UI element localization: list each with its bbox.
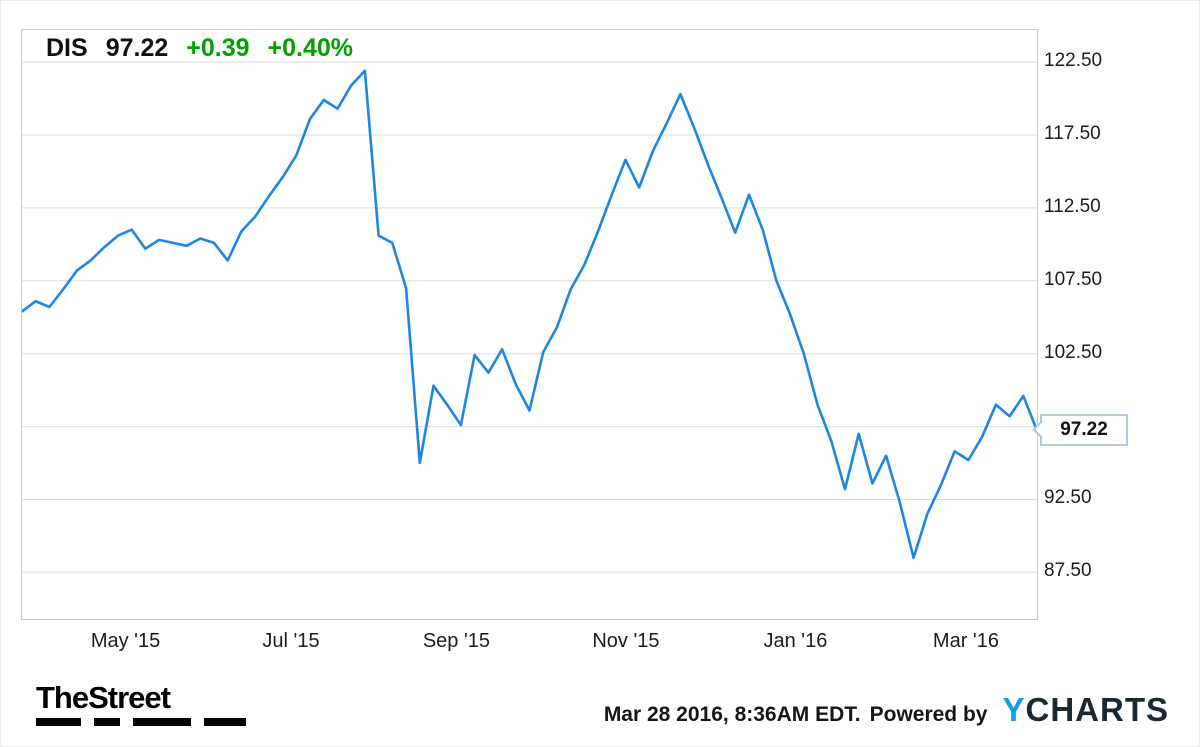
y-axis-label: 92.50 [1044,487,1092,509]
x-axis-label: Jan '16 [763,630,828,652]
y-axis-label: 102.50 [1044,341,1103,363]
logo-bar [36,718,81,726]
thestreet-logo: TheStreet [36,680,266,726]
current-price-callout-value: 97.22 [1060,418,1108,440]
chart-footer: TheStreet Mar 28 2016, 8:36AM EDT. Power… [1,673,1199,746]
ycharts-logo-y: Y [1002,691,1026,728]
price-change-percent: +0.40% [267,34,354,62]
chart-legend: DIS 97.22 +0.39 +0.40% [46,34,353,63]
logo-bar [204,718,246,726]
y-axis-label: 112.50 [1044,195,1101,217]
price-chart-svg [22,61,1037,573]
x-axis-label: Mar '16 [932,630,999,652]
timestamp: Mar 28 2016, 8:36AM EDT. [603,703,861,726]
ticker-symbol: DIS [46,34,88,62]
thestreet-logo-text: TheStreet [36,680,171,715]
y-axis-label: 87.50 [1044,560,1092,582]
x-axis-label: May '15 [90,630,161,652]
y-axis-label: 107.50 [1044,268,1103,290]
x-axis-label: Jul '15 [262,630,320,652]
footer-attribution: Mar 28 2016, 8:36AM EDT. Powered by YCHA… [604,691,1169,729]
current-price-callout: 97.22 [1040,413,1128,446]
ycharts-logo-charts: CHARTS [1025,691,1169,728]
price-line [22,69,1037,560]
last-price: 97.22 [105,34,169,62]
y-axis-label: 122.50 [1044,50,1103,72]
chart-plot-area: DIS 97.22 +0.39 +0.40% [21,29,1038,620]
x-axis-label: Sep '15 [422,630,491,652]
logo-bar [94,718,120,726]
logo-bar [133,718,191,726]
y-axis-label: 117.50 [1044,122,1101,144]
thestreet-logo-bars [36,718,266,726]
x-axis-label: Nov '15 [592,630,660,652]
powered-by-label: Powered by [869,703,988,726]
ycharts-logo: YCHARTS [1002,691,1169,729]
price-change: +0.39 [186,34,250,62]
